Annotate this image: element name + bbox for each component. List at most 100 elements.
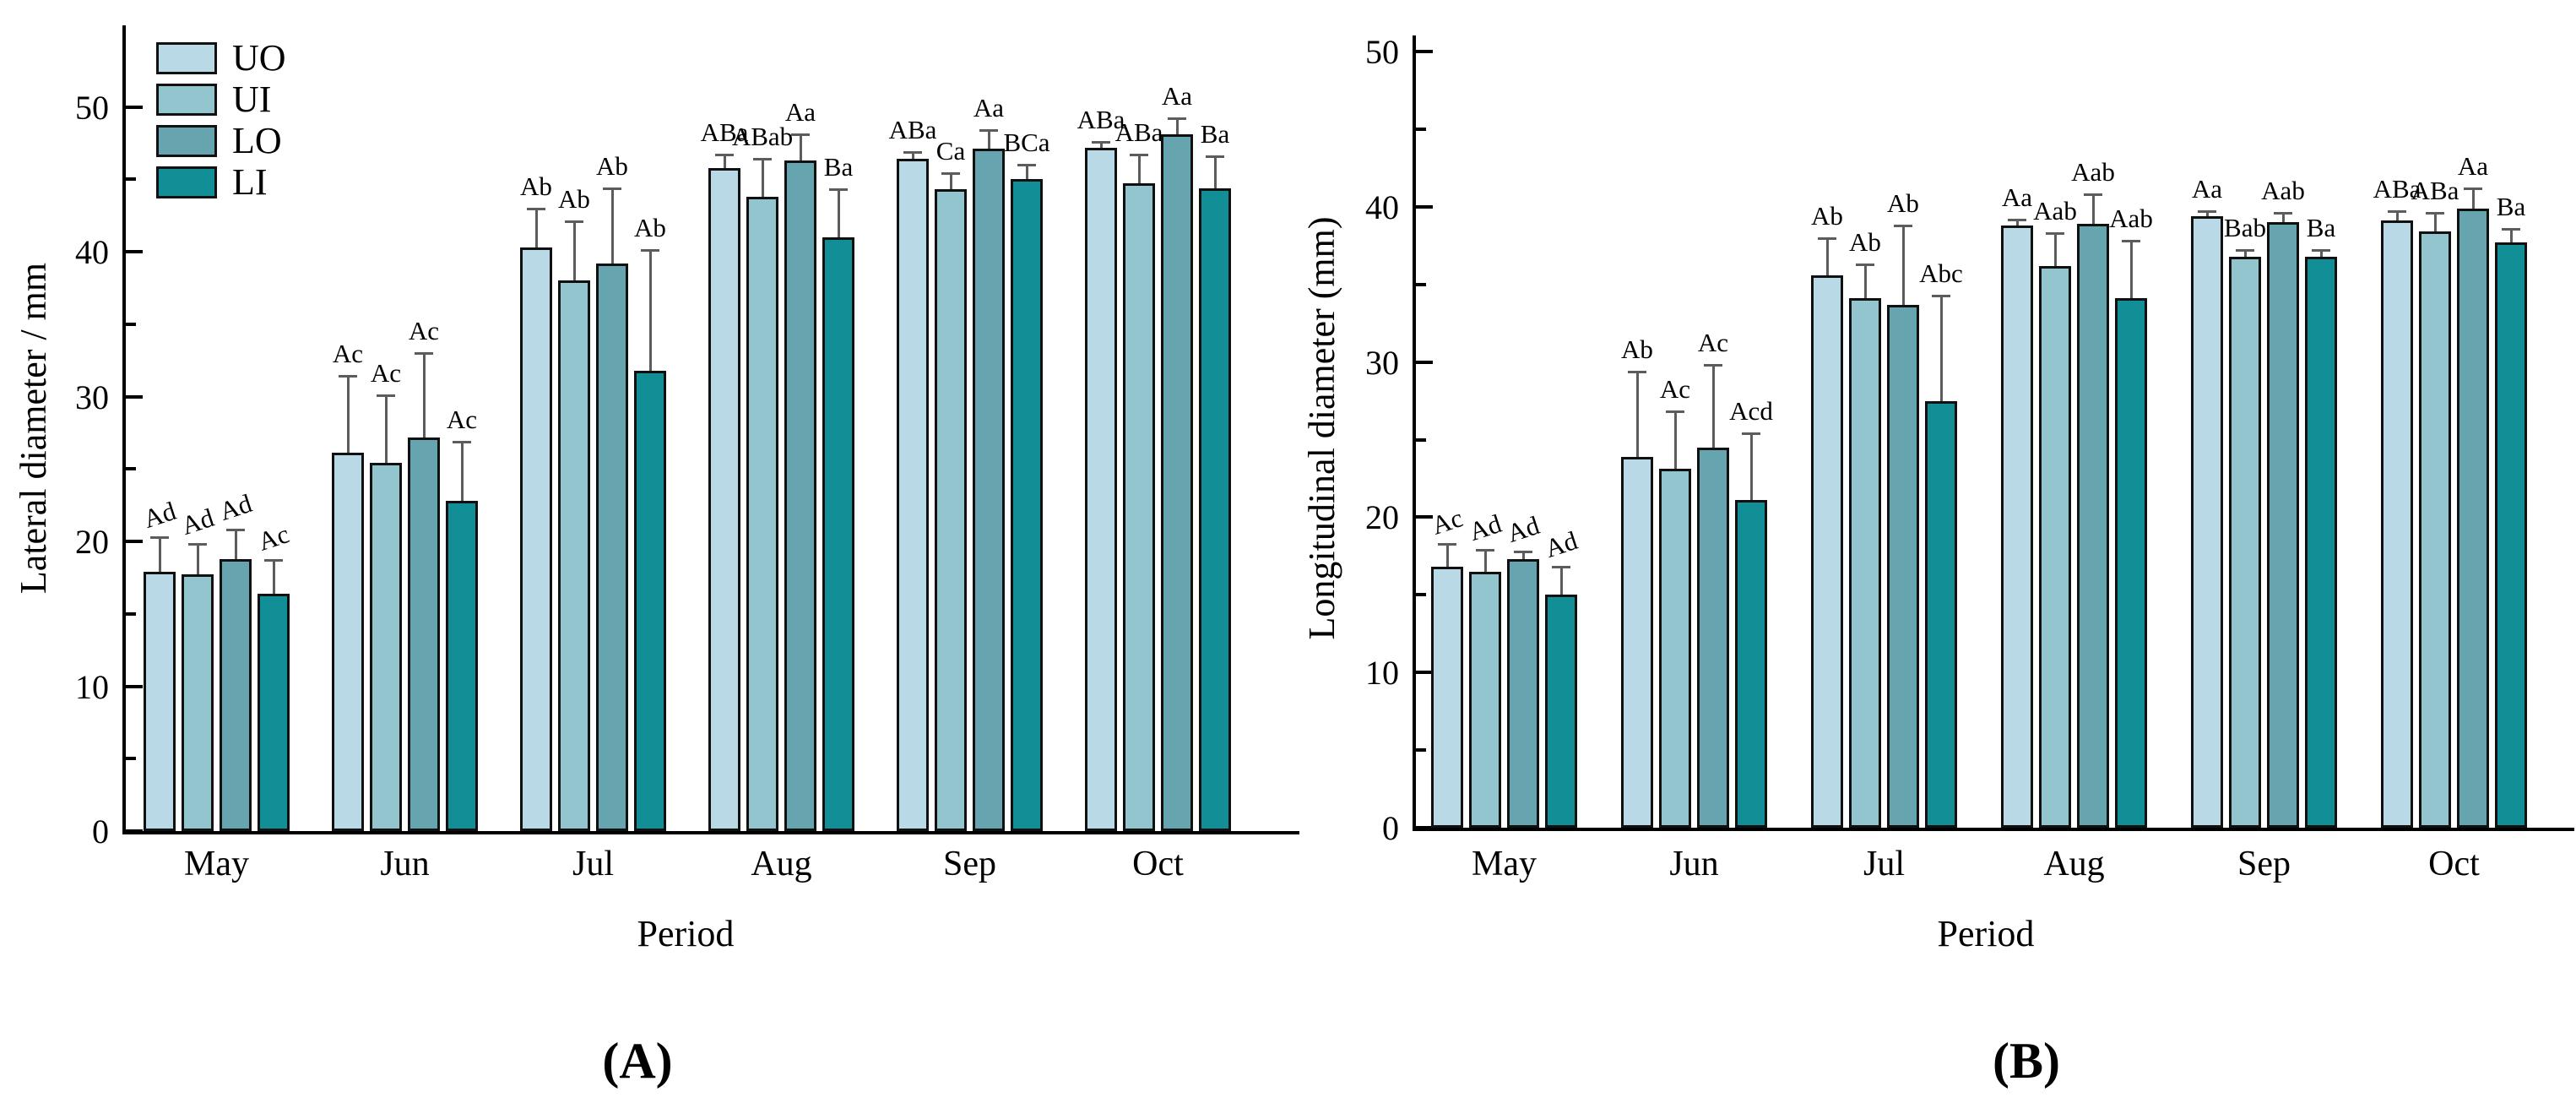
error-bar-cap bbox=[641, 249, 659, 253]
error-bar-cap bbox=[1894, 224, 1912, 227]
error-bar bbox=[2053, 233, 2057, 266]
sig-label: Ba bbox=[2306, 213, 2336, 243]
error-bar bbox=[384, 394, 388, 464]
error-bar bbox=[987, 129, 990, 149]
y-major-tick bbox=[126, 250, 143, 253]
y-tick-label: 50 bbox=[1365, 33, 1399, 71]
error-bar-cap bbox=[2502, 227, 2520, 231]
error-bar bbox=[2015, 219, 2019, 226]
legend-label-ui: UI bbox=[232, 78, 272, 120]
bar-uo-jun bbox=[1621, 456, 1653, 828]
error-bar bbox=[572, 220, 576, 281]
x-tick-label: Sep bbox=[2237, 845, 2291, 883]
error-bar bbox=[1099, 141, 1103, 148]
bar-ui-aug bbox=[2039, 265, 2071, 828]
error-bar-cap bbox=[1856, 263, 1874, 266]
error-bar-cap bbox=[1206, 155, 1224, 158]
legend-swatch-lo bbox=[156, 124, 217, 157]
y-major-tick bbox=[1416, 515, 1433, 519]
y-minor-tick bbox=[1416, 593, 1426, 597]
error-bar-cap bbox=[715, 154, 734, 157]
sig-label: Aa bbox=[2001, 182, 2033, 212]
x-tick-label: May bbox=[184, 845, 249, 883]
bar-ui-sep bbox=[2229, 256, 2261, 828]
bar-uo-jun bbox=[332, 453, 364, 831]
y-minor-tick bbox=[1416, 282, 1426, 286]
error-bar-cap bbox=[2084, 193, 2102, 197]
legend-item-lo: LO bbox=[156, 122, 286, 159]
error-bar-cap bbox=[2236, 249, 2254, 253]
sig-label: ABab bbox=[731, 122, 794, 152]
error-bar bbox=[837, 189, 840, 237]
y-axis-title: Longitudinal diameter (mm) bbox=[1301, 216, 1342, 640]
bar-lo-sep bbox=[973, 149, 1005, 831]
sig-label: Ab bbox=[596, 150, 628, 181]
sig-label: Aab bbox=[2033, 196, 2077, 226]
sig-label: Ab bbox=[1811, 200, 1843, 231]
bar-li-oct bbox=[1199, 187, 1231, 831]
sig-label: Bab bbox=[2224, 213, 2266, 243]
y-axis-spine bbox=[122, 25, 126, 834]
error-bar-cap bbox=[1704, 364, 1722, 367]
error-bar-cap bbox=[2122, 240, 2140, 243]
x-tick-label: Oct bbox=[2428, 845, 2480, 883]
sig-label: Ca bbox=[935, 136, 966, 166]
error-bar bbox=[723, 155, 726, 168]
x-axis-label: Period bbox=[637, 913, 735, 954]
bar-li-sep bbox=[2305, 256, 2337, 828]
error-bar-cap bbox=[1666, 410, 1684, 414]
bar-li-may bbox=[258, 593, 290, 831]
caption-a: (A) bbox=[602, 1033, 673, 1089]
error-bar-cap bbox=[2008, 218, 2026, 221]
bar-ui-may bbox=[182, 574, 214, 831]
x-axis-spine bbox=[1413, 828, 2574, 831]
bar-lo-oct bbox=[1161, 134, 1193, 831]
sig-label: Ab bbox=[1621, 334, 1653, 364]
bar-ui-sep bbox=[935, 189, 967, 831]
error-bar bbox=[422, 353, 426, 437]
error-bar bbox=[196, 544, 199, 575]
sig-label: BCa bbox=[1003, 128, 1050, 158]
error-bar bbox=[648, 250, 652, 371]
bar-lo-jul bbox=[596, 263, 628, 831]
x-tick-label: Jun bbox=[1669, 845, 1719, 883]
y-minor-tick bbox=[126, 177, 136, 182]
error-bar bbox=[346, 376, 350, 454]
error-bar bbox=[1939, 295, 1943, 401]
bar-ui-jun bbox=[370, 463, 402, 831]
bar-lo-sep bbox=[2267, 222, 2299, 828]
error-bar bbox=[911, 151, 914, 160]
error-bar-cap bbox=[377, 394, 395, 397]
legend: UO UI LO LI bbox=[156, 39, 286, 206]
sig-label: Ab bbox=[558, 183, 590, 214]
x-tick-label: Aug bbox=[2043, 845, 2105, 883]
error-bar bbox=[1711, 365, 1715, 448]
error-bar-cap bbox=[1438, 542, 1456, 546]
error-bar-cap bbox=[791, 133, 810, 137]
sig-label: Aab bbox=[2261, 176, 2305, 206]
y-minor-tick bbox=[1416, 748, 1426, 753]
sig-label: Ac bbox=[370, 357, 402, 388]
y-tick-label: 40 bbox=[75, 233, 109, 271]
legend-label-li: LI bbox=[232, 160, 268, 203]
error-bar bbox=[2281, 213, 2285, 223]
caption-b: (B) bbox=[1993, 1033, 2060, 1089]
bar-uo-aug bbox=[2001, 225, 2033, 828]
error-bar bbox=[2091, 194, 2095, 225]
x-tick-label: May bbox=[1472, 845, 1537, 883]
legend-item-li: LI bbox=[156, 160, 286, 203]
bar-ui-jul bbox=[1849, 298, 1881, 828]
sig-label: Ac bbox=[446, 404, 478, 434]
y-tick-label: 10 bbox=[1365, 654, 1399, 693]
sig-label: Ac bbox=[408, 316, 440, 346]
error-bar bbox=[2129, 241, 2133, 299]
bar-ui-oct bbox=[2419, 231, 2451, 828]
bar-lo-aug bbox=[784, 160, 816, 831]
bar-lo-jul bbox=[1887, 304, 1919, 828]
legend-item-ui: UI bbox=[156, 78, 286, 120]
error-bar-cap bbox=[1628, 370, 1646, 373]
y-minor-tick bbox=[126, 611, 136, 616]
y-minor-tick bbox=[126, 467, 136, 471]
error-bar bbox=[1825, 237, 1829, 275]
y-tick-label: 30 bbox=[1365, 343, 1399, 382]
